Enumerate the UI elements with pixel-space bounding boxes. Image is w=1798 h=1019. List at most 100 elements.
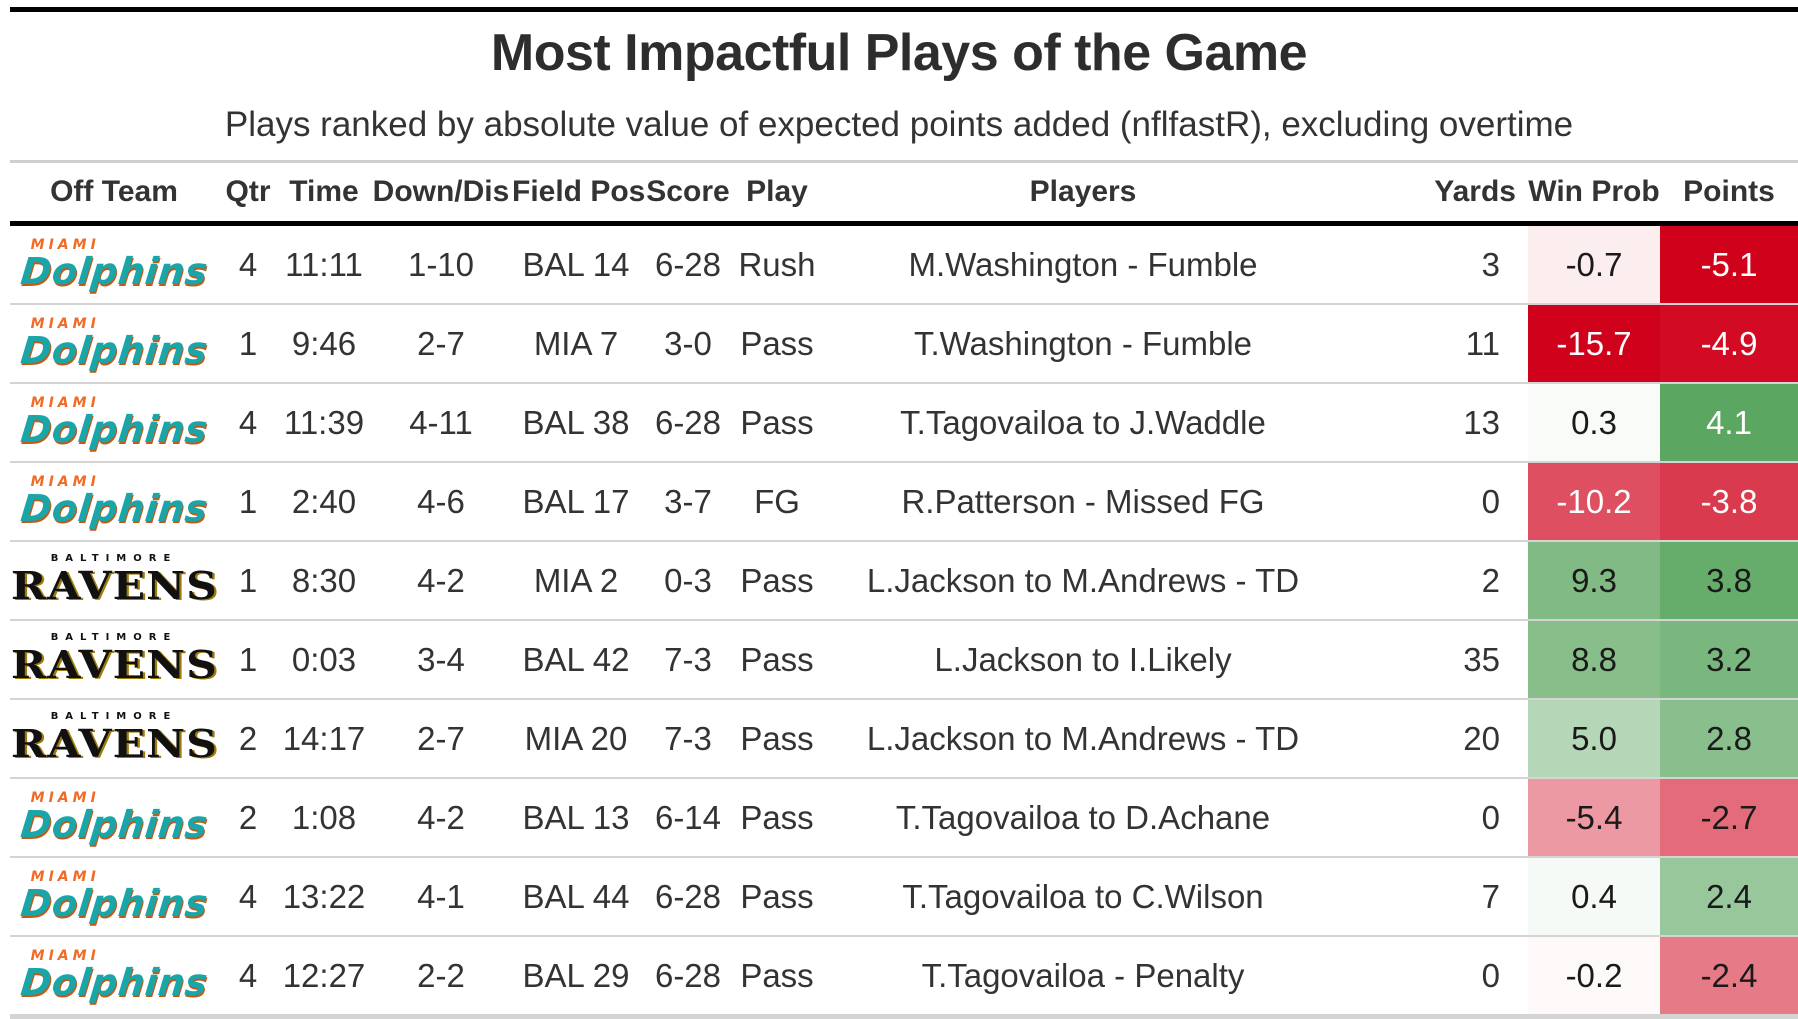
yards-cell: 0 [1348, 936, 1528, 1019]
logo-top-text: MIAMI [30, 315, 100, 332]
time-cell: 12:27 [278, 936, 370, 1019]
points-cell: -2.7 [1660, 778, 1798, 858]
play-cell: Pass [736, 857, 818, 937]
points-cell: 3.2 [1660, 620, 1798, 700]
logo-wordmark: Dolphins [18, 486, 210, 530]
field-pos-cell: MIA 20 [512, 699, 640, 779]
dolphins-logo: MIAMI Dolphins [18, 315, 210, 372]
yards-cell: 0 [1348, 462, 1528, 542]
field-pos-cell: MIA 2 [512, 541, 640, 621]
logo-wordmark: RAVENS [10, 721, 218, 766]
score-cell: 7-3 [640, 699, 736, 779]
win-prob-cell: 8.8 [1528, 620, 1660, 700]
team-logo-cell: MIAMI Dolphins [10, 778, 218, 858]
players-cell: T.Tagovailoa - Penalty [818, 936, 1348, 1019]
qtr-cell: 2 [218, 699, 278, 779]
table-row: MIAMI Dolphins 4 11:11 1-10 BAL 14 6-28 Rush M.W… [10, 223, 1798, 305]
time-cell: 11:11 [278, 223, 370, 305]
players-cell: T.Tagovailoa to J.Waddle [818, 383, 1348, 463]
team-logo-cell: BALTIMORE RAVENS [10, 620, 218, 700]
col-header-win-prob: Win Prob [1528, 163, 1660, 226]
col-header-players: Players [818, 163, 1348, 226]
table-row: MIAMI Dolphins 4 12:27 2-2 BAL 29 6-28 Pass T.Ta… [10, 936, 1798, 1019]
down-dis-cell: 4-2 [370, 778, 512, 858]
qtr-cell: 1 [218, 620, 278, 700]
points-cell: -3.8 [1660, 462, 1798, 542]
table-body: MIAMI Dolphins 4 11:11 1-10 BAL 14 6-28 Rush M.W… [10, 223, 1798, 1019]
time-cell: 1:08 [278, 778, 370, 858]
col-header-down-dis: Down/Dis [370, 163, 512, 226]
logo-wordmark: RAVENS [10, 563, 218, 608]
qtr-cell: 4 [218, 857, 278, 937]
yards-cell: 20 [1348, 699, 1528, 779]
score-cell: 6-28 [640, 857, 736, 937]
team-logo-cell: MIAMI Dolphins [10, 383, 218, 463]
dolphins-logo: MIAMI Dolphins [18, 396, 210, 451]
qtr-cell: 1 [218, 541, 278, 621]
yards-cell: 13 [1348, 383, 1528, 463]
time-cell: 9:46 [278, 304, 370, 384]
logo-top-text: MIAMI [30, 868, 100, 885]
down-dis-cell: 4-2 [370, 541, 512, 621]
team-logo-cell: MIAMI Dolphins [10, 223, 218, 305]
win-prob-cell: 0.3 [1528, 383, 1660, 463]
points-cell: 3.8 [1660, 541, 1798, 621]
score-cell: 3-0 [640, 304, 736, 384]
field-pos-cell: MIA 7 [512, 304, 640, 384]
score-cell: 3-7 [640, 462, 736, 542]
qtr-cell: 2 [218, 778, 278, 858]
top-rule [10, 7, 1798, 12]
play-cell: Pass [736, 699, 818, 779]
logo-wordmark: Dolphins [18, 249, 210, 293]
players-cell: M.Washington - Fumble [818, 223, 1348, 305]
ravens-logo: BALTIMORE RAVENS [10, 712, 216, 763]
chart-subtitle: Plays ranked by absolute value of expect… [224, 105, 1574, 144]
time-cell: 8:30 [278, 541, 370, 621]
logo-wordmark: Dolphins [18, 407, 210, 451]
table-row: MIAMI Dolphins 1 2:40 4-6 BAL 17 3-7 FG R.Patter… [10, 462, 1798, 542]
players-cell: L.Jackson to M.Andrews - TD [818, 541, 1348, 621]
logo-wordmark: Dolphins [18, 328, 210, 372]
time-cell: 13:22 [278, 857, 370, 937]
play-cell: Rush [736, 223, 818, 305]
win-prob-cell: -10.2 [1528, 462, 1660, 542]
play-cell: FG [736, 462, 818, 542]
yards-cell: 2 [1348, 541, 1528, 621]
qtr-cell: 1 [218, 304, 278, 384]
table-row: MIAMI Dolphins 1 9:46 2-7 MIA 7 3-0 Pass T.Washi… [10, 304, 1798, 384]
down-dis-cell: 3-4 [370, 620, 512, 700]
logo-top-text: MIAMI [30, 236, 100, 253]
plays-table: Off Team Qtr Time Down/Dis Field Pos Sco… [10, 163, 1798, 1019]
points-cell: 4.1 [1660, 383, 1798, 463]
table-row: MIAMI Dolphins 4 13:22 4-1 BAL 44 6-28 Pass T.Ta… [10, 857, 1798, 937]
table-row: BALTIMORE RAVENS 1 8:30 4-2 MIA 2 0-3 Pass L.Jac… [10, 541, 1798, 621]
points-cell: -5.1 [1660, 223, 1798, 305]
players-cell: R.Patterson - Missed FG [818, 462, 1348, 542]
col-header-off-team: Off Team [10, 163, 218, 226]
play-cell: Pass [736, 383, 818, 463]
table-row: BALTIMORE RAVENS 2 14:17 2-7 MIA 20 7-3 Pass L.J… [10, 699, 1798, 779]
play-cell: Pass [736, 620, 818, 700]
field-pos-cell: BAL 38 [512, 383, 640, 463]
win-prob-cell: -15.7 [1528, 304, 1660, 384]
points-cell: 2.4 [1660, 857, 1798, 937]
field-pos-cell: BAL 14 [512, 223, 640, 305]
score-cell: 0-3 [640, 541, 736, 621]
col-header-play: Play [736, 163, 818, 226]
team-logo-cell: BALTIMORE RAVENS [10, 541, 218, 621]
subtitle-rule [10, 160, 1798, 163]
team-logo-cell: BALTIMORE RAVENS [10, 699, 218, 779]
yards-cell: 0 [1348, 778, 1528, 858]
logo-wordmark: Dolphins [18, 881, 210, 925]
team-logo-cell: MIAMI Dolphins [10, 857, 218, 937]
win-prob-cell: -0.7 [1528, 223, 1660, 305]
down-dis-cell: 4-1 [370, 857, 512, 937]
score-cell: 6-28 [640, 223, 736, 305]
qtr-cell: 4 [218, 223, 278, 305]
players-cell: T.Washington - Fumble [818, 304, 1348, 384]
col-header-score: Score [640, 163, 736, 226]
time-cell: 11:39 [278, 383, 370, 463]
yards-cell: 35 [1348, 620, 1528, 700]
score-cell: 7-3 [640, 620, 736, 700]
logo-wordmark: RAVENS [10, 642, 218, 687]
